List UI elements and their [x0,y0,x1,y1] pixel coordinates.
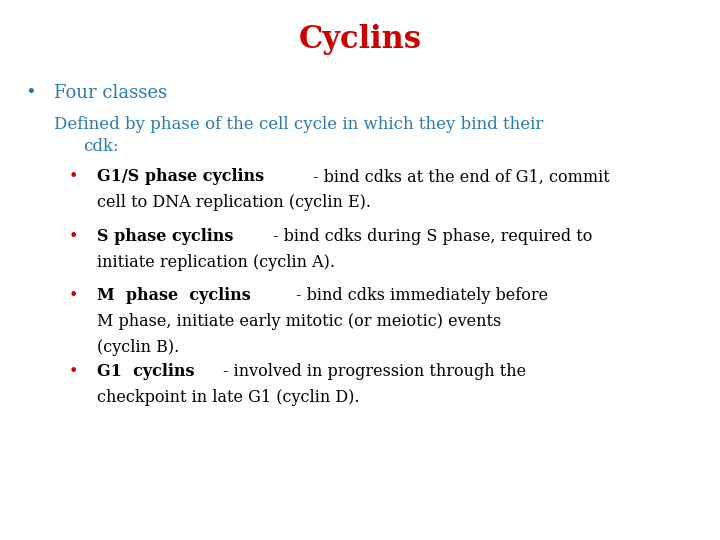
Text: S phase cyclins: S phase cyclins [97,228,233,245]
Text: M phase, initiate early mitotic (or meiotic) events: M phase, initiate early mitotic (or meio… [97,313,501,330]
Text: •: • [25,84,36,102]
Text: •: • [68,228,78,245]
Text: G1/S phase cyclins: G1/S phase cyclins [97,168,264,185]
Text: •: • [68,287,78,304]
Text: - bind cdks immediately before: - bind cdks immediately before [296,287,548,304]
Text: •: • [68,363,78,380]
Text: M  phase  cyclins: M phase cyclins [97,287,251,304]
Text: checkpoint in late G1 (cyclin D).: checkpoint in late G1 (cyclin D). [97,389,360,406]
Text: Cyclins: Cyclins [299,24,421,55]
Text: cell to DNA replication (cyclin E).: cell to DNA replication (cyclin E). [97,194,372,211]
Text: (cyclin B).: (cyclin B). [97,339,179,356]
Text: - bind cdks at the end of G1, commit: - bind cdks at the end of G1, commit [313,168,610,185]
Text: •: • [68,168,78,185]
Text: initiate replication (cyclin A).: initiate replication (cyclin A). [97,254,336,271]
Text: Four classes: Four classes [54,84,167,102]
Text: - bind cdks during S phase, required to: - bind cdks during S phase, required to [273,228,593,245]
Text: G1  cyclins: G1 cyclins [97,363,194,380]
Text: - involved in progression through the: - involved in progression through the [223,363,526,380]
Text: cdk:: cdk: [83,138,118,154]
Text: Defined by phase of the cell cycle in which they bind their: Defined by phase of the cell cycle in wh… [54,116,544,133]
